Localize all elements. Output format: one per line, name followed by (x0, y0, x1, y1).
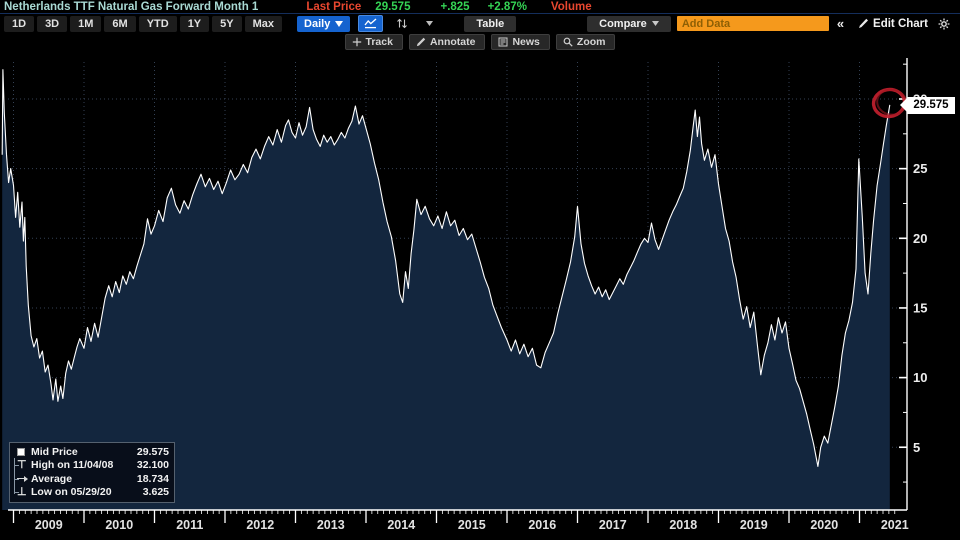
svg-text:2020: 2020 (810, 518, 838, 532)
last-price-value: 29.575 (375, 0, 411, 13)
collapse-panel-button[interactable]: « (836, 16, 845, 31)
price-line (1, 69, 891, 467)
last-price-axis-tag: 29.575 (900, 96, 955, 114)
edit-chart-button[interactable]: Edit Chart (852, 18, 934, 30)
edit-pencil-icon (859, 18, 869, 28)
more-options-dropdown[interactable] (421, 19, 438, 28)
track-icon (352, 37, 361, 46)
svg-text:2019: 2019 (740, 518, 768, 532)
chart-legend: Mid Price 29.575 ⊤ High on 11/04/08 32.100 Av… (9, 442, 175, 503)
legend-average-marker-icon (17, 475, 31, 482)
annotate-pencil-icon (416, 37, 426, 46)
title-bar: Netherlands TTF Natural Gas Forward Mont… (0, 0, 960, 14)
svg-text:2012: 2012 (246, 518, 274, 532)
svg-text:2016: 2016 (528, 518, 556, 532)
period-button-max[interactable]: Max (244, 15, 283, 32)
zoom-button[interactable]: Zoom (555, 33, 616, 50)
last-price-label: Last Price (306, 0, 362, 13)
period-button-1m[interactable]: 1M (70, 15, 102, 32)
table-button[interactable]: Table (464, 15, 517, 32)
svg-text:2013: 2013 (317, 518, 345, 532)
edit-chart-label: Edit Chart (873, 17, 928, 30)
volume-label: Volume (550, 0, 592, 13)
period-button-ytd[interactable]: YTD (138, 15, 177, 32)
x-axis: 2009 2010 2011 2012 2013 2014 2015 2016 2017 2018… (8, 509, 909, 532)
gear-icon (938, 18, 950, 29)
frequency-dropdown[interactable]: Daily (297, 15, 351, 32)
frequency-value: Daily (304, 17, 331, 30)
svg-text:5: 5 (913, 440, 920, 455)
svg-text:2018: 2018 (669, 518, 697, 532)
y-axis: 51015202530 (899, 58, 927, 510)
legend-low-marker-icon: ⊥ (17, 486, 27, 499)
period-button-3d[interactable]: 3D (37, 15, 68, 32)
compare-label: Compare (599, 17, 647, 30)
legend-tree-rail (14, 458, 15, 494)
sort-arrows-icon (397, 18, 408, 29)
legend-item-low-on-05-29-20[interactable]: ⊥ Low on 05/29/20 3.625 (14, 486, 169, 500)
period-button-6m[interactable]: 6M (104, 15, 136, 32)
chevron-down-icon (426, 21, 434, 26)
chevron-down-icon (335, 20, 344, 27)
svg-text:2011: 2011 (176, 518, 203, 532)
period-selector: 1D 3D 1M 6M YTD 1Y 5Y Max (4, 15, 285, 32)
track-button[interactable]: Track (344, 33, 403, 50)
security-title: Netherlands TTF Natural Gas Forward Mont… (4, 0, 259, 13)
price-change: +.825 (440, 0, 470, 13)
settings-button[interactable] (934, 18, 956, 30)
main-toolbar: 1D 3D 1M 6M YTD 1Y 5Y Max Daily Table Compare (0, 14, 960, 33)
svg-text:2014: 2014 (387, 518, 415, 532)
svg-text:20: 20 (913, 231, 927, 246)
news-button[interactable]: News (491, 33, 550, 50)
price-area-fill (2, 69, 890, 510)
legend-item-mid-price[interactable]: Mid Price 29.575 (14, 445, 169, 459)
chart-tools-bar: Track Annotate News Zoom (0, 33, 960, 50)
legend-item-high-on-11-04-08[interactable]: ⊤ High on 11/04/08 32.100 (14, 459, 169, 473)
svg-text:2021: 2021 (881, 518, 909, 532)
svg-text:15: 15 (913, 300, 927, 315)
news-icon (498, 37, 508, 46)
period-button-5y[interactable]: 5Y (212, 15, 242, 32)
legend-high-marker-icon: ⊤ (17, 459, 27, 472)
add-data-input[interactable] (676, 16, 829, 31)
svg-text:2015: 2015 (458, 518, 486, 532)
svg-text:2009: 2009 (35, 518, 63, 532)
chart-type-button[interactable] (358, 15, 384, 32)
annotate-button[interactable]: Annotate (408, 33, 486, 50)
price-change-percent: +2.87% (487, 0, 527, 13)
period-button-1d[interactable]: 1D (4, 15, 35, 32)
zoom-magnifier-icon (563, 37, 573, 47)
legend-item-average[interactable]: Average 18.734 (14, 472, 169, 486)
legend-square-marker-icon (17, 447, 31, 456)
svg-text:2017: 2017 (599, 518, 627, 532)
svg-text:10: 10 (913, 370, 927, 385)
svg-text:25: 25 (913, 161, 927, 176)
line-chart-icon (364, 18, 377, 29)
compare-dropdown[interactable]: Compare (587, 15, 671, 32)
period-button-1y[interactable]: 1Y (179, 15, 210, 32)
events-toggle-button[interactable] (391, 16, 413, 31)
svg-text:2010: 2010 (105, 518, 133, 532)
chevron-down-icon (651, 21, 659, 26)
